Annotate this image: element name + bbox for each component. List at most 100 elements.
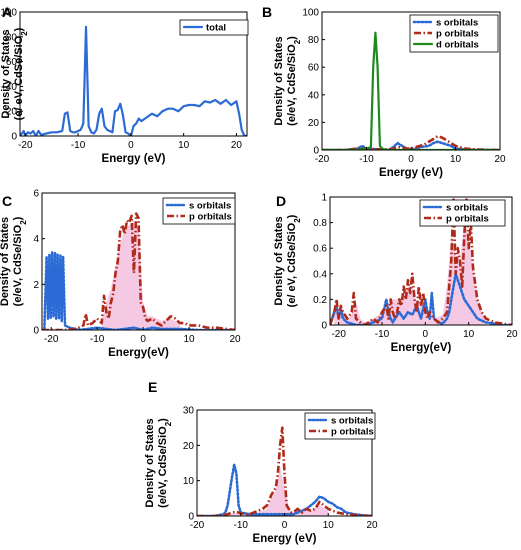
x-tick-label: 20 (494, 154, 506, 165)
x-tick-label: -20 (331, 329, 346, 340)
legend-label: p orbitals (189, 212, 232, 223)
y-axis-label: Density of States (273, 216, 285, 305)
x-axis-label: Energy(eV) (391, 342, 452, 354)
y-tick-label: 60 (6, 57, 18, 68)
legend-label: s orbitals (331, 416, 373, 427)
panel-label-e: E (148, 379, 157, 395)
x-tick-label: 0 (408, 154, 414, 165)
x-tick-label: -10 (90, 334, 105, 345)
y-axis-label-units: (e/eV, CdSe/SiO2) (157, 418, 173, 508)
y-tick-label: 40 (6, 82, 18, 93)
legend-label: p orbitals (446, 214, 489, 225)
y-tick-label: 0.4 (313, 269, 327, 280)
plot-area-c (42, 212, 235, 330)
x-tick-label: 10 (450, 154, 462, 165)
x-tick-label: -10 (71, 140, 86, 151)
y-tick-label: 0.6 (313, 244, 327, 255)
y-tick-label: 4 (33, 234, 39, 245)
x-tick-label: 0 (140, 334, 146, 345)
y-tick-label: 30 (183, 406, 195, 417)
axes-frame (41, 192, 236, 331)
x-tick-label: 0 (423, 329, 429, 340)
y-tick-label: 0 (11, 132, 17, 143)
chart-panel-a: -20 -10 0 10 20 0 20 40 60 80 100 Energy (eV) Densit… (0, 8, 249, 165)
panel-label-a: A (2, 4, 12, 20)
series-line-p-orbitals (42, 212, 235, 330)
legend-a: total (179, 19, 249, 36)
y-axis-label-units: (e/eV, CdSe/SiO2) (12, 216, 28, 306)
x-tick-label: -10 (234, 520, 249, 531)
panel-label-c: C (2, 193, 12, 209)
y-tick-label: 0 (33, 326, 39, 337)
chart-panel-b: -20 -10 0 10 20 0 20 40 60 80 100 Energy (eV) Densit… (273, 8, 506, 180)
x-tick-label: 20 (366, 520, 378, 531)
p-orbital-shade (223, 466, 329, 516)
x-tick-label: 0 (128, 140, 134, 151)
y-tick-label: 100 (302, 8, 319, 19)
legend-label: total (206, 23, 226, 34)
chart-panel-d: -20 -10 0 10 20 0 0.2 0.4 0.6 0.8 1 Energy(eV) Densi… (273, 193, 518, 355)
y-axis-label-units: (e/ eV, CdSe/SiO2) (13, 27, 29, 120)
series-line-s-orbitals (197, 463, 372, 516)
series-line-p-orbitals (197, 426, 372, 516)
y-axis-label-units: (e/ eV, CdSe/SiO2) (286, 214, 302, 307)
y-tick-label: 80 (308, 35, 320, 46)
legend-label: s orbitals (446, 203, 488, 214)
y-tick-label: 20 (183, 441, 195, 452)
y-tick-label: 6 (33, 189, 39, 200)
y-axis-label-units: (e/eV, CdSe/SiO2) (286, 36, 302, 126)
plot-area-a (20, 25, 247, 136)
series-line-s-orbitals (42, 251, 235, 330)
x-tick-label: 20 (231, 140, 243, 151)
chart-panel-c: -20 -10 0 10 20 0 2 4 6 Energy(eV) Density of Stat… (0, 189, 241, 360)
y-tick-label: 20 (6, 107, 18, 118)
legend-box (162, 197, 236, 225)
series-line-d-orbitals (322, 31, 500, 150)
x-tick-label: -20 (190, 520, 205, 531)
x-tick-label: 0 (282, 520, 288, 531)
y-tick-label: 0.8 (313, 218, 327, 229)
y-tick-label: 0 (321, 321, 327, 332)
y-axis-label: Density of States (144, 418, 156, 507)
y-axis-label: Density of States (0, 217, 11, 306)
x-tick-label: 10 (178, 140, 190, 151)
y-tick-label: 40 (308, 90, 320, 101)
x-tick-label: -20 (18, 140, 33, 151)
x-axis-label: Energy(eV) (108, 347, 169, 359)
y-tick-label: 20 (308, 118, 320, 129)
panel-label-b: B (262, 4, 272, 20)
x-tick-label: 20 (229, 334, 241, 345)
p-orbital-shade (334, 222, 486, 325)
x-tick-label: -10 (375, 329, 390, 340)
x-axis-label: Energy (eV) (102, 153, 166, 165)
legend-label: s orbitals (189, 201, 231, 212)
x-tick-label: 10 (463, 329, 475, 340)
plot-area-b (322, 31, 500, 150)
series-line-total (20, 25, 247, 136)
y-tick-label: 0.2 (313, 295, 327, 306)
y-tick-label: 60 (308, 63, 320, 74)
legend-label: d orbitals (436, 40, 479, 51)
x-tick-label: -10 (359, 154, 374, 165)
axes-frame (19, 11, 248, 137)
legend-box (419, 199, 506, 227)
y-tick-label: 1 (321, 193, 327, 204)
y-tick-label: 0 (188, 512, 194, 523)
legend-box (304, 412, 376, 440)
legend-label: p orbitals (331, 427, 374, 438)
x-tick-label: 10 (183, 334, 195, 345)
x-axis-label: Energy (eV) (379, 167, 443, 179)
y-tick-label: 100 (0, 8, 17, 19)
x-tick-label: 20 (506, 329, 518, 340)
y-tick-label: 2 (33, 280, 39, 291)
legend-label: s orbitals (436, 18, 478, 29)
plot-area-e (197, 426, 372, 516)
y-tick-label: 0 (313, 146, 319, 157)
axes-frame (329, 196, 513, 326)
x-tick-label: 10 (323, 520, 335, 531)
